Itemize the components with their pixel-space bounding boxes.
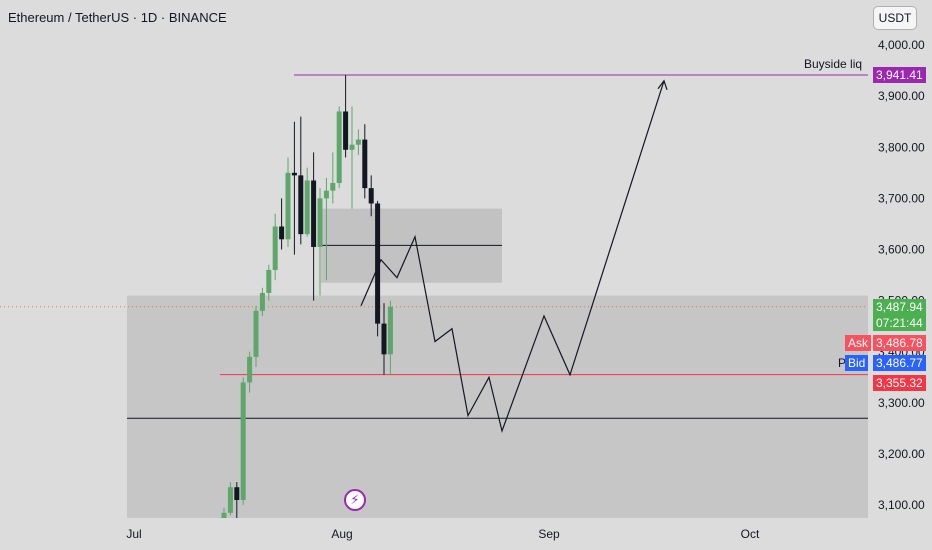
candle-body: [285, 172, 291, 240]
candle-body: [259, 292, 265, 311]
projection-arrowhead: [657, 79, 668, 90]
candle-body: [266, 269, 272, 293]
lightning-icon[interactable]: ⚡: [344, 489, 366, 511]
y-tick-label: 3,800.00: [878, 140, 925, 154]
candle-body: [247, 356, 253, 383]
candle-body: [355, 139, 361, 145]
candle-body: [311, 180, 317, 247]
candle-body: [323, 190, 329, 199]
candle-body: [227, 487, 233, 513]
y-tick-label: 3,700.00: [878, 191, 925, 205]
demand-zone: [127, 295, 868, 518]
candle-body: [279, 226, 285, 240]
candle-body: [298, 175, 304, 235]
last-price-tag: 3,487.94: [873, 299, 926, 315]
candle-body: [381, 323, 387, 355]
x-tick-label: Jul: [126, 527, 141, 541]
candle-body: [240, 382, 246, 501]
bid-price-tag: 3,486.77: [873, 355, 926, 371]
ask-label: Ask: [845, 335, 872, 351]
candle-body: [375, 203, 381, 324]
buyside-price-tag: 3,941.41: [873, 67, 926, 83]
currency-button[interactable]: USDT: [873, 6, 917, 30]
candle-body: [387, 306, 393, 355]
y-tick-label: 3,900.00: [878, 89, 925, 103]
y-tick-label: 3,300.00: [878, 396, 925, 410]
buyside-label: Buyside liq: [804, 57, 863, 71]
projection-path: [360, 80, 665, 434]
symbol-title: Ethereum / TetherUS · 1D · BINANCE: [8, 10, 227, 25]
countdown-tag: 07:21:44: [873, 315, 926, 331]
bid-label: Bid: [845, 355, 869, 371]
candle-body: [336, 111, 342, 184]
p-label: P: [838, 356, 847, 370]
candle-body: [221, 512, 227, 518]
y-tick-label: 4,000.00: [878, 38, 925, 52]
x-tick-label: Oct: [741, 527, 760, 541]
candle-body: [304, 180, 310, 235]
ask-price-tag: 3,486.78: [873, 335, 926, 351]
candle-body: [234, 487, 240, 501]
candle-body: [368, 188, 374, 204]
candle-body: [343, 111, 349, 150]
y-tick-label: 3,200.00: [878, 447, 925, 461]
x-tick-label: Sep: [538, 527, 560, 541]
candle-body: [291, 172, 297, 176]
candle-body: [330, 183, 336, 191]
support-price-tag: 3,355.32: [873, 375, 926, 391]
candle-body: [317, 198, 323, 247]
candle-body: [349, 144, 355, 150]
candle-body: [253, 310, 259, 357]
y-tick-label: 3,100.00: [878, 498, 925, 512]
candle-body: [362, 139, 368, 189]
y-tick-label: 3,600.00: [878, 243, 925, 257]
x-tick-label: Aug: [331, 527, 352, 541]
candle-body: [272, 226, 278, 270]
